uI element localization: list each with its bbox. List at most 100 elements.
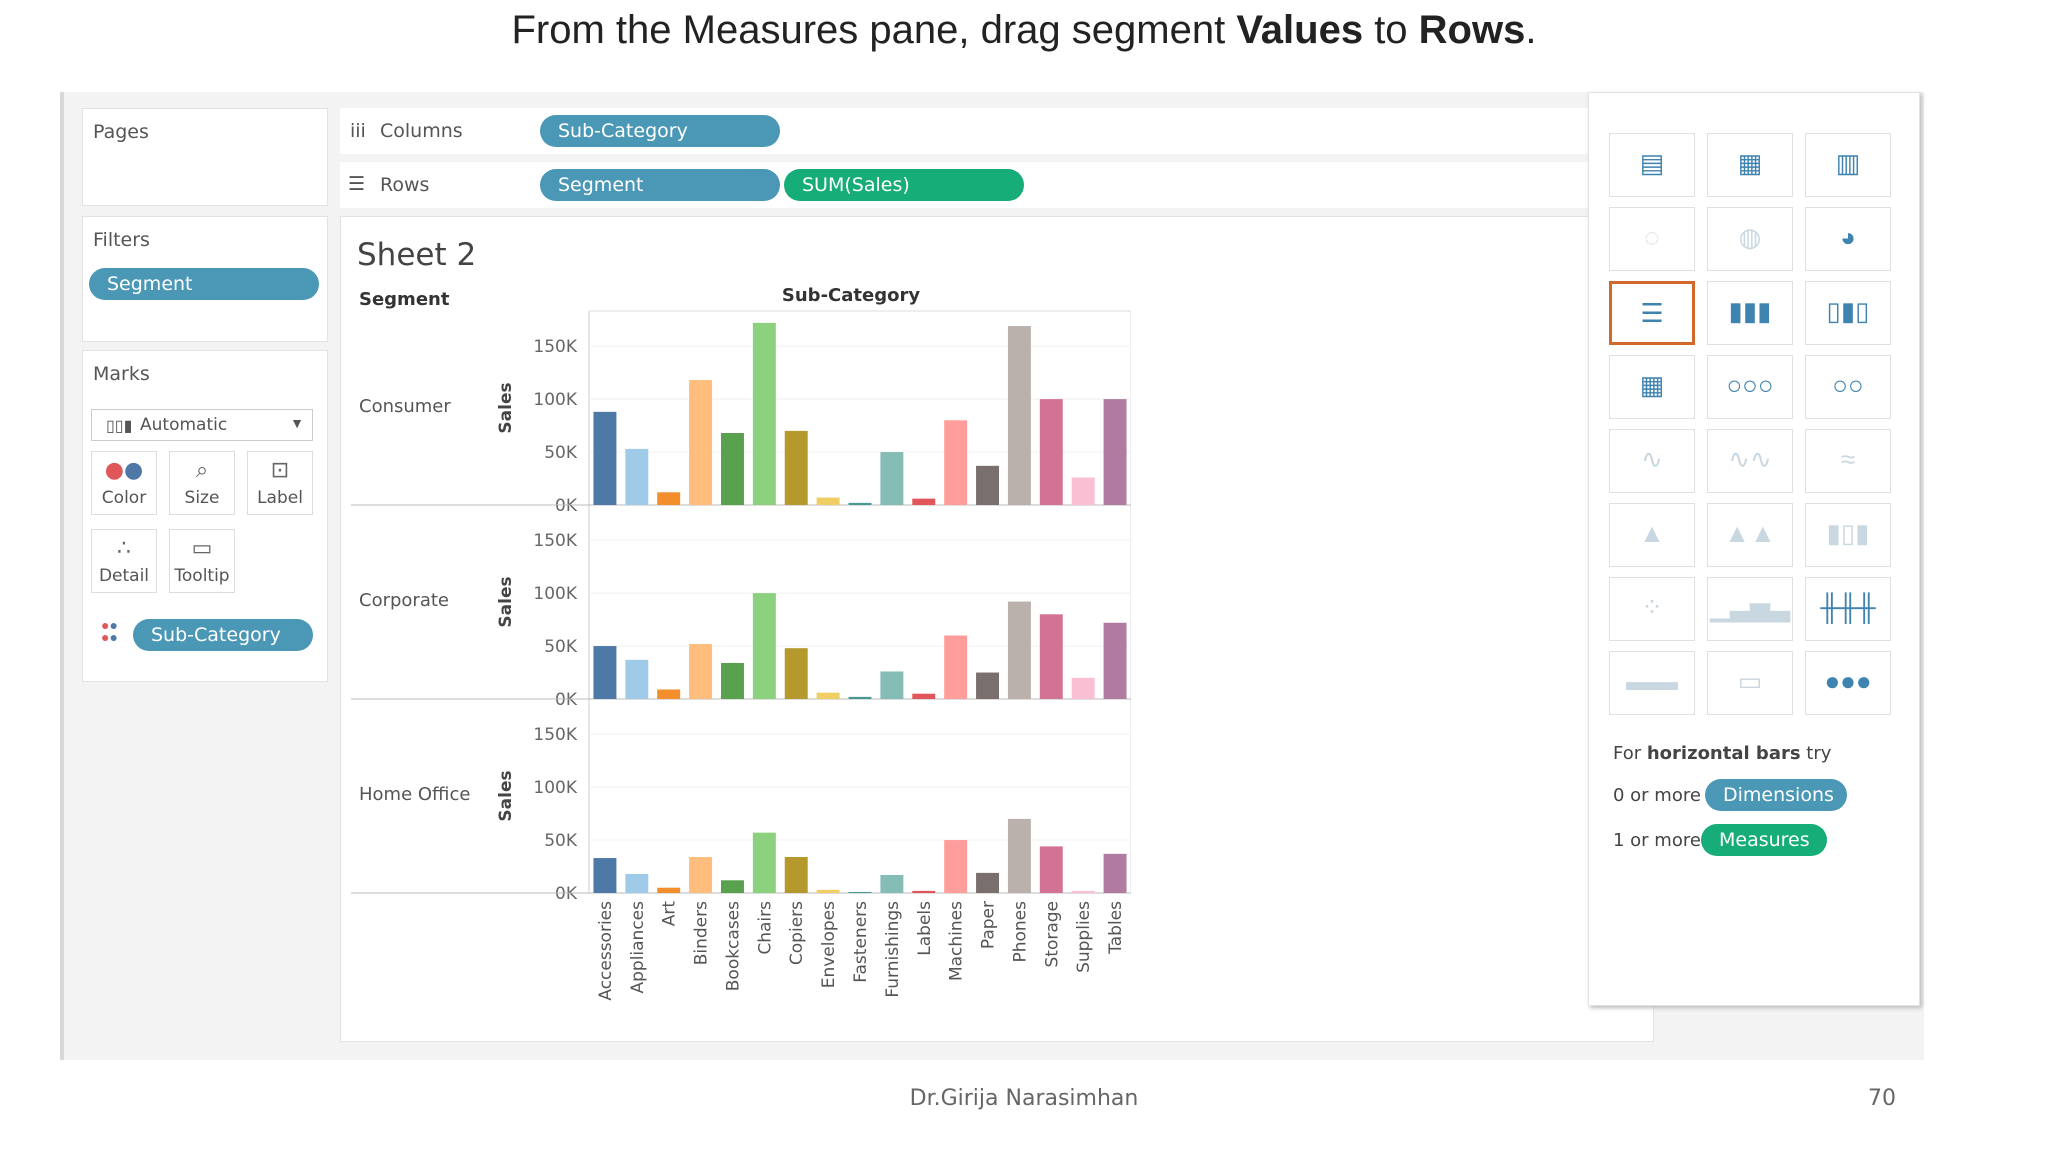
rows-shelf[interactable]: ☰ Rows Segment SUM(Sales) xyxy=(340,162,1598,208)
show-me-horizontal-bars[interactable]: ☰ xyxy=(1609,281,1695,345)
show-me-pie-chart[interactable]: ◕ xyxy=(1805,207,1891,271)
y-tick-label: 50K xyxy=(544,831,578,851)
bar-accessories xyxy=(593,646,617,699)
filters-card[interactable]: Filters Segment xyxy=(82,216,328,342)
x-tick-label: Furnishings xyxy=(883,901,903,998)
show-me-filled-map[interactable]: ◍ xyxy=(1707,207,1793,271)
bar-envelopes xyxy=(816,497,840,505)
show-me-stacked-bars[interactable]: ▮▮▮ xyxy=(1707,281,1793,345)
show-me-text-table[interactable]: ▤ xyxy=(1609,133,1695,197)
bar-art xyxy=(657,689,681,699)
filter-pill-segment[interactable]: Segment xyxy=(89,268,319,300)
mark-type-dropdown[interactable]: ▯▯▮ Automatic ▼ xyxy=(91,409,313,441)
mark-pill-sub-category[interactable]: Sub-Category xyxy=(133,619,313,651)
side-by-side-circles-icon: ○○ xyxy=(1832,370,1864,400)
tooltip-button[interactable]: ▭ Tooltip xyxy=(169,529,235,593)
pie-chart-icon: ◕ xyxy=(1840,222,1856,252)
show-me-symbol-map[interactable]: ◌ xyxy=(1609,207,1695,271)
show-me-histogram[interactable]: ▁▃▅▃ xyxy=(1707,577,1793,641)
show-me-side-by-side-bars[interactable]: ▯▮▯ xyxy=(1805,281,1891,345)
bar-storage xyxy=(1039,399,1063,505)
bar-copiers xyxy=(784,430,808,505)
rows-pill-sum-sales[interactable]: SUM(Sales) xyxy=(784,169,1024,201)
tooltip-label: Tooltip xyxy=(174,566,230,586)
detail-button[interactable]: ∴ Detail xyxy=(91,529,157,593)
sheet-title: Sheet 2 xyxy=(357,237,477,273)
label-button[interactable]: ⊡ Label xyxy=(247,451,313,515)
size-button[interactable]: ⌕ Size xyxy=(169,451,235,515)
rows-pill-segment[interactable]: Segment xyxy=(540,169,780,201)
show-me-bullet-graph[interactable]: ▭ xyxy=(1707,651,1793,715)
segment-label: Home Office xyxy=(359,784,470,805)
color-label: Color xyxy=(101,488,147,508)
tableau-window: Pages Filters Segment Marks ▯▯▮ Automati… xyxy=(60,92,1924,1060)
filters-label: Filters xyxy=(93,229,150,251)
show-me-highlight-table[interactable]: ▥ xyxy=(1805,133,1891,197)
pages-card[interactable]: Pages xyxy=(82,108,328,206)
y-axis-title: Sales xyxy=(496,770,516,821)
x-tick-label: Labels xyxy=(915,901,935,956)
x-tick-label: Envelopes xyxy=(819,901,839,988)
show-me-heat-map[interactable]: ▦ xyxy=(1707,133,1793,197)
show-me-area-continuous[interactable]: ▲ xyxy=(1609,503,1695,567)
x-tick-label: Chairs xyxy=(755,901,775,955)
bar-mark-icon: ▯▯▮ xyxy=(106,418,133,435)
columns-pill-sub-category[interactable]: Sub-Category xyxy=(540,115,780,147)
show-me-side-by-side-circles[interactable]: ○○ xyxy=(1805,355,1891,419)
bar-fasteners xyxy=(848,891,872,893)
x-tick-label: Appliances xyxy=(628,901,648,994)
y-tick-label: 150K xyxy=(533,531,577,551)
show-me-panel: ▤ ▦ ▥ ◌ ◍ ◕ ☰ ▮▮▮ ▯▮▯ ▦ ○○○ ○○ ∿ ∿∿ ≈ ▲ ▲▲ ▮▯▮ ⁘ ▁▃▅▃ ╫╫╫ ▬▬ ▭… xyxy=(1588,92,1920,1006)
show-me-hint: For horizontal bars try xyxy=(1613,743,1832,764)
segment-label: Consumer xyxy=(359,396,451,417)
show-me-dual-lines[interactable]: ≈ xyxy=(1805,429,1891,493)
show-me-discrete-lines[interactable]: ∿∿ xyxy=(1707,429,1793,493)
dimensions-requirement: 0 or more xyxy=(1613,785,1701,806)
show-me-scatter-plot[interactable]: ⁘ xyxy=(1609,577,1695,641)
bar-art xyxy=(657,887,681,893)
x-tick-label: Tables xyxy=(1106,901,1126,955)
bar-bookcases xyxy=(720,880,744,893)
show-me-gantt-chart[interactable]: ▬▬ xyxy=(1609,651,1695,715)
show-me-area-discrete[interactable]: ▲▲ xyxy=(1707,503,1793,567)
show-me-treemap[interactable]: ▦ xyxy=(1609,355,1695,419)
show-me-continuous-lines[interactable]: ∿ xyxy=(1609,429,1695,493)
page-number: 70 xyxy=(1868,1086,1896,1111)
symbol-map-icon: ◌ xyxy=(1644,222,1660,252)
packed-bubbles-icon: ●●● xyxy=(1824,666,1872,696)
show-me-dual-combination[interactable]: ▮▯▮ xyxy=(1805,503,1891,567)
horizontal-bars-icon: ☰ xyxy=(1640,298,1664,328)
color-button[interactable]: ●● Color xyxy=(91,451,157,515)
y-tick-label: 50K xyxy=(544,443,578,463)
bar-phones xyxy=(1007,818,1031,893)
x-tick-label: Supplies xyxy=(1074,901,1094,973)
y-axis-title: Sales xyxy=(496,576,516,627)
continuous-lines-icon: ∿ xyxy=(1641,444,1663,474)
bar-appliances xyxy=(625,873,649,893)
bar-fasteners xyxy=(848,696,872,699)
bar-storage xyxy=(1039,846,1063,893)
dual-lines-icon: ≈ xyxy=(1840,444,1856,474)
rows-icon: ☰ xyxy=(348,173,366,195)
columns-shelf[interactable]: iii Columns Sub-Category xyxy=(340,108,1598,154)
bar-storage xyxy=(1039,614,1063,699)
bar-phones xyxy=(1007,601,1031,699)
x-tick-label: Bookcases xyxy=(723,901,743,991)
show-me-circle-views[interactable]: ○○○ xyxy=(1707,355,1793,419)
rows-label: Rows xyxy=(380,174,430,196)
detail-icon: ∴ xyxy=(117,536,131,561)
bar-accessories xyxy=(593,858,617,893)
bar-copiers xyxy=(784,857,808,893)
show-me-packed-bubbles[interactable]: ●●● xyxy=(1805,651,1891,715)
text-table-icon: ▤ xyxy=(1639,148,1665,178)
row-header-segment: Segment xyxy=(359,289,450,310)
pages-label: Pages xyxy=(93,121,149,143)
bar-fasteners xyxy=(848,502,872,505)
x-tick-label: Art xyxy=(660,901,680,927)
area-discrete-icon: ▲▲ xyxy=(1724,518,1776,548)
footer-author: Dr.Girija Narasimhan xyxy=(909,1086,1139,1111)
bar-furnishings xyxy=(880,671,904,699)
show-me-box-whisker[interactable]: ╫╫╫ xyxy=(1805,577,1891,641)
measures-pill: Measures xyxy=(1701,824,1827,856)
columns-icon: iii xyxy=(350,120,366,142)
